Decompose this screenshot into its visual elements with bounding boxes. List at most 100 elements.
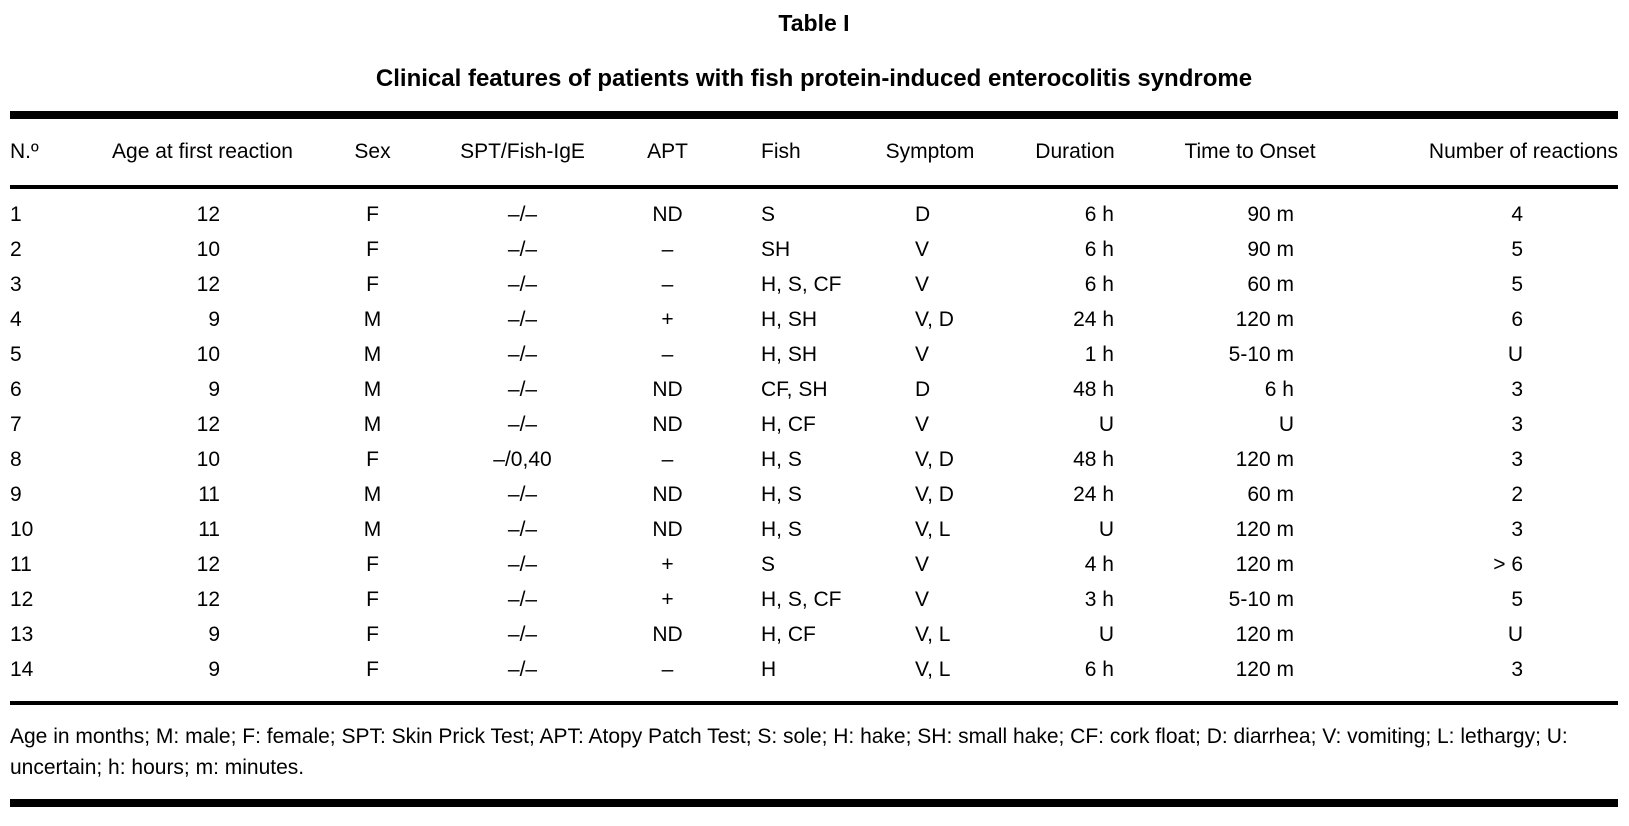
cell-reactions: 5 bbox=[1511, 237, 1523, 261]
cell-fish: H, S, CF bbox=[761, 272, 842, 296]
cell-sex: F bbox=[366, 657, 379, 681]
cell-age: 12 bbox=[196, 272, 220, 296]
cell-duration: 6 h bbox=[1084, 202, 1114, 226]
cell-sex: M bbox=[363, 307, 382, 331]
cell-duration: U bbox=[1098, 412, 1114, 436]
cell-age: 9 bbox=[208, 622, 220, 646]
cell-onset: U bbox=[1278, 412, 1294, 436]
cell-spt: –/– bbox=[507, 377, 538, 401]
cell-apt: – bbox=[661, 272, 674, 296]
cell-symptom: V, D bbox=[915, 447, 954, 471]
table-row: 14 9 F –/– – H V, L 6 h 120 m 3 bbox=[10, 652, 1618, 687]
column-header-no: N.º bbox=[10, 140, 39, 163]
cell-onset: 60 m bbox=[1247, 482, 1294, 506]
cell-reactions: 6 bbox=[1511, 307, 1523, 331]
table-row: 8 10 F –/0,40 – H, S V, D 48 h 120 m 3 bbox=[10, 442, 1618, 477]
cell-onset: 6 h bbox=[1264, 377, 1294, 401]
cell-age: 12 bbox=[196, 587, 220, 611]
cell-reactions: 3 bbox=[1511, 377, 1523, 401]
cell-spt: –/– bbox=[507, 342, 538, 366]
cell-no: 10 bbox=[10, 517, 34, 541]
cell-reactions: U bbox=[1507, 342, 1523, 366]
cell-fish: S bbox=[761, 202, 776, 226]
cell-symptom: V, L bbox=[915, 622, 951, 646]
cell-age: 12 bbox=[196, 202, 220, 226]
cell-reactions: > 6 bbox=[1493, 552, 1523, 576]
cell-no: 2 bbox=[10, 237, 22, 261]
cell-fish: H, CF bbox=[761, 412, 816, 436]
column-header-reactions: Number of reactions bbox=[1428, 140, 1618, 163]
cell-apt: – bbox=[661, 447, 674, 471]
cell-onset: 120 m bbox=[1235, 552, 1294, 576]
table-row: 2 10 F –/– – SH V 6 h 90 m 5 bbox=[10, 232, 1618, 267]
cell-fish: H bbox=[761, 657, 777, 681]
cell-no: 11 bbox=[10, 552, 32, 576]
bottom-rule bbox=[10, 799, 1618, 807]
cell-age: 10 bbox=[196, 342, 220, 366]
column-header-onset: Time to Onset bbox=[1184, 140, 1316, 163]
cell-apt: – bbox=[661, 237, 674, 261]
cell-sex: F bbox=[366, 237, 379, 261]
cell-spt: –/– bbox=[507, 552, 538, 576]
cell-onset: 120 m bbox=[1235, 517, 1294, 541]
cell-age: 9 bbox=[208, 377, 220, 401]
cell-symptom: D bbox=[915, 377, 931, 401]
top-rule bbox=[10, 111, 1618, 119]
table-row: 1 12 F –/– ND S D 6 h 90 m 4 bbox=[10, 189, 1618, 232]
table-row: 10 11 M –/– ND H, S V, L U 120 m 3 bbox=[10, 512, 1618, 547]
cell-duration: 48 h bbox=[1073, 447, 1114, 471]
cell-symptom: V, L bbox=[915, 657, 951, 681]
cell-duration: 1 h bbox=[1084, 342, 1114, 366]
cell-age: 12 bbox=[196, 412, 220, 436]
cell-no: 13 bbox=[10, 622, 34, 646]
cell-onset: 120 m bbox=[1235, 447, 1294, 471]
cell-no: 4 bbox=[10, 307, 22, 331]
cell-reactions: 3 bbox=[1511, 447, 1523, 471]
cell-onset: 120 m bbox=[1235, 622, 1294, 646]
table-row: 11 12 F –/– + S V 4 h 120 m > 6 bbox=[10, 547, 1618, 582]
table-row: 12 12 F –/– + H, S, CF V 3 h 5-10 m 5 bbox=[10, 582, 1618, 617]
cell-spt: –/– bbox=[507, 482, 538, 506]
cell-symptom: V bbox=[915, 272, 930, 296]
cell-fish: SH bbox=[761, 237, 791, 261]
cell-fish: H, S, CF bbox=[761, 587, 842, 611]
cell-spt: –/– bbox=[507, 202, 538, 226]
cell-onset: 120 m bbox=[1235, 657, 1294, 681]
cell-reactions: 4 bbox=[1511, 202, 1523, 226]
header-rule bbox=[10, 185, 1618, 189]
cell-no: 8 bbox=[10, 447, 22, 471]
cell-sex: F bbox=[366, 587, 379, 611]
cell-symptom: V bbox=[915, 237, 930, 261]
table-row: 5 10 M –/– – H, SH V 1 h 5-10 m U bbox=[10, 337, 1618, 372]
cell-reactions: 3 bbox=[1511, 517, 1523, 541]
cell-sex: M bbox=[363, 377, 382, 401]
column-header-sex: Sex bbox=[354, 140, 391, 163]
cell-onset: 90 m bbox=[1247, 237, 1294, 261]
table-title: Clinical features of patients with fish … bbox=[375, 65, 1253, 92]
cell-spt: –/– bbox=[507, 272, 538, 296]
column-header-symptom: Symptom bbox=[885, 140, 975, 163]
cell-apt: ND bbox=[652, 517, 683, 541]
cell-sex: F bbox=[366, 622, 379, 646]
cell-no: 1 bbox=[10, 202, 22, 226]
cell-duration: 24 h bbox=[1073, 482, 1114, 506]
column-header-spt: SPT/Fish-IgE bbox=[460, 140, 585, 163]
cell-reactions: 5 bbox=[1511, 272, 1523, 296]
footnote: Age in months; M: male; F: female; SPT: … bbox=[10, 725, 1568, 779]
cell-apt: – bbox=[661, 342, 674, 366]
cell-no: 5 bbox=[10, 342, 22, 366]
cell-age: 10 bbox=[196, 447, 220, 471]
cell-sex: M bbox=[363, 342, 382, 366]
cell-spt: –/– bbox=[507, 622, 538, 646]
cell-sex: M bbox=[363, 517, 382, 541]
table-label: Table I bbox=[778, 10, 850, 36]
cell-duration: 4 h bbox=[1084, 552, 1114, 576]
cell-apt: + bbox=[661, 552, 674, 576]
cell-symptom: V, D bbox=[915, 307, 954, 331]
column-header-duration: Duration bbox=[1035, 140, 1115, 163]
cell-spt: –/– bbox=[507, 517, 538, 541]
cell-fish: H, CF bbox=[761, 622, 816, 646]
cell-apt: + bbox=[661, 307, 674, 331]
